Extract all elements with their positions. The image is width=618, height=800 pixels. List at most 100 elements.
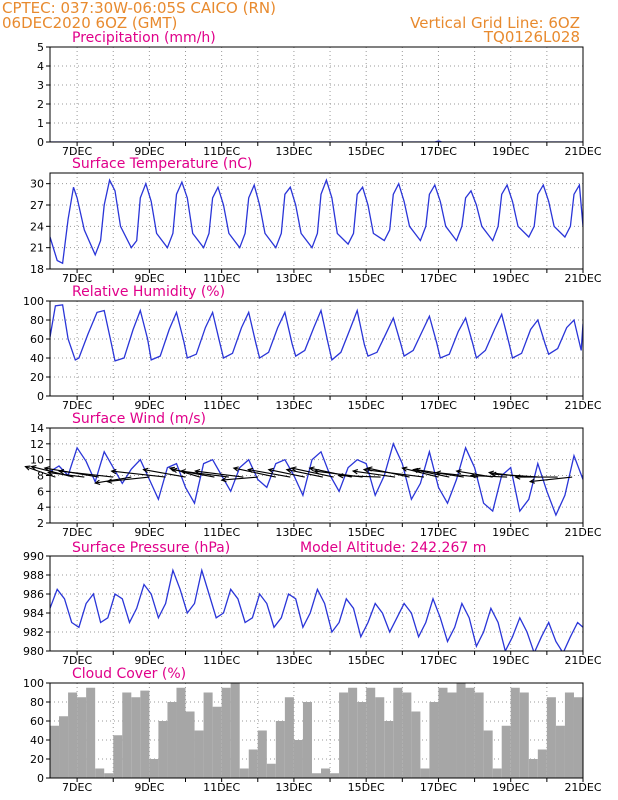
precipitation-ytick-label: 4 (37, 60, 44, 73)
temperature-xtick-label: 19DEC (492, 272, 529, 285)
wind-vector-head (434, 470, 442, 476)
pressure-xtick-label: 9DEC (134, 654, 164, 667)
wind-ytick-label: 10 (30, 454, 44, 467)
header-station: CPTEC: 037:30W-06:05S CAICO (RN) (2, 0, 276, 17)
wind-vector-shaft (143, 469, 186, 478)
pressure-xtick-label: 19DEC (492, 654, 529, 667)
header-model: TQ0126L028 (483, 28, 580, 46)
cloud-bar (393, 687, 403, 778)
precipitation-title: Precipitation (mm/h) (72, 30, 216, 46)
cloud-bar (266, 763, 276, 778)
cloud-xtick-label: 17DEC (420, 781, 457, 794)
wind-series-line (50, 441, 583, 517)
cloud-ytick-label: 20 (30, 753, 44, 766)
wind-vector-shaft (291, 467, 334, 478)
pressure-xtick-label: 7DEC (62, 654, 92, 667)
wind-xtick-label: 13DEC (275, 526, 312, 539)
wind-xtick-label: 19DEC (492, 526, 529, 539)
cloud-bar (302, 702, 312, 778)
cloud-bar (564, 692, 574, 778)
wind-vector-head (106, 478, 113, 484)
cloud-bar (167, 702, 177, 778)
pressure-panel: Surface Pressure (hPa) Model Altitude: 2… (23, 540, 602, 667)
humidity-series-line (50, 304, 583, 362)
wind-vector-head (351, 469, 359, 475)
humidity-ytick-label: 80 (30, 314, 44, 327)
cloud-bar (519, 692, 529, 778)
temperature-ytick-label: 21 (30, 242, 44, 255)
pressure-xtick-label: 21DEC (564, 654, 601, 667)
precipitation-xtick-label: 15DEC (348, 145, 385, 158)
wind-vector-head (43, 466, 50, 472)
precipitation-xtick-label: 21DEC (564, 145, 601, 158)
temperature-ytick-label: 30 (30, 178, 44, 191)
cloud-ytick-label: 0 (37, 772, 44, 785)
wind-vector-shaft (338, 475, 381, 478)
cloud-bar (438, 687, 448, 778)
cloud-xtick-label: 13DEC (275, 781, 312, 794)
cloud-bar (248, 749, 258, 778)
wind-vector-head (401, 466, 408, 472)
wind-xtick-label: 21DEC (564, 526, 601, 539)
cloud-bar (95, 768, 105, 778)
precipitation-xtick-label: 13DEC (275, 145, 312, 158)
temperature-ytick-label: 27 (30, 199, 44, 212)
pressure-series-line (50, 567, 583, 651)
wind-vector-shaft (268, 469, 305, 478)
cloud-bar (537, 749, 547, 778)
wind-vector-head (267, 467, 274, 474)
pressure-frame (49, 555, 584, 652)
wind-vector-shaft (111, 470, 166, 478)
pressure-xtick-label: 11DEC (203, 654, 240, 667)
cloud-bar (221, 687, 231, 778)
wind-vector-shaft (95, 476, 132, 484)
wind-vector-head (94, 479, 101, 486)
wind-title: Surface Wind (m/s) (72, 411, 206, 427)
cloud-bar (573, 697, 583, 778)
pressure-xtick-label: 13DEC (275, 654, 312, 667)
wind-vector-shaft (107, 476, 150, 483)
precipitation-ytick-label: 1 (37, 117, 44, 130)
cloud-ytick-label: 60 (30, 715, 44, 728)
wind-xtick-label: 15DEC (348, 526, 385, 539)
wind-vector-head (313, 468, 320, 475)
precipitation-panel: Precipitation (mm/h) 0 1 2 3 4 5 7DEC 9DEC 11DEC… (37, 30, 602, 158)
wind-vector-head (247, 467, 254, 473)
wind-vector-shaft (436, 472, 479, 478)
model-altitude: Model Altitude: 242.267 m (300, 540, 486, 556)
precipitation-ytick-label: 5 (37, 41, 44, 54)
wind-vector-shaft (353, 470, 396, 478)
cloud-bar (194, 730, 204, 778)
precipitation-xtick-label: 9DEC (134, 145, 164, 158)
cloud-xtick-label: 11DEC (203, 781, 240, 794)
cloud-ytick-label: 40 (30, 734, 44, 747)
cloud-bar (284, 697, 294, 778)
wind-vector-head (171, 467, 178, 473)
humidity-xtick-label: 19DEC (492, 399, 529, 412)
humidity-xtick-label: 7DEC (62, 399, 92, 412)
precipitation-xtick-label: 7DEC (62, 145, 92, 158)
wind-vector-shaft (530, 476, 573, 483)
cloud-xtick-label: 21DEC (564, 781, 601, 794)
temperature-ytick-label: 18 (30, 263, 44, 276)
wind-ytick-label: 4 (37, 501, 44, 514)
wind-vector-head (194, 468, 201, 475)
precipitation-xtick-label: 11DEC (203, 145, 240, 158)
temperature-xtick-label: 13DEC (275, 272, 312, 285)
header-grid-note: Vertical Grid Line: 6OZ (410, 14, 580, 32)
cloud-bar (50, 725, 60, 778)
temperature-ytick-label: 24 (30, 220, 44, 233)
cloud-bar (113, 735, 123, 778)
wind-vector-shaft (233, 467, 276, 478)
cloud-xtick-label: 7DEC (62, 781, 92, 794)
humidity-xtick-label: 17DEC (420, 399, 457, 412)
cloud-bar (203, 692, 213, 778)
cloud-bar (357, 702, 367, 778)
pressure-ytick-label: 988 (23, 569, 44, 582)
wind-vector-shaft (413, 469, 450, 478)
humidity-ytick-label: 60 (30, 333, 44, 346)
wind-vector-shaft (59, 470, 114, 478)
cloud-ytick-label: 80 (30, 696, 44, 709)
wind-vector-head (47, 470, 54, 476)
